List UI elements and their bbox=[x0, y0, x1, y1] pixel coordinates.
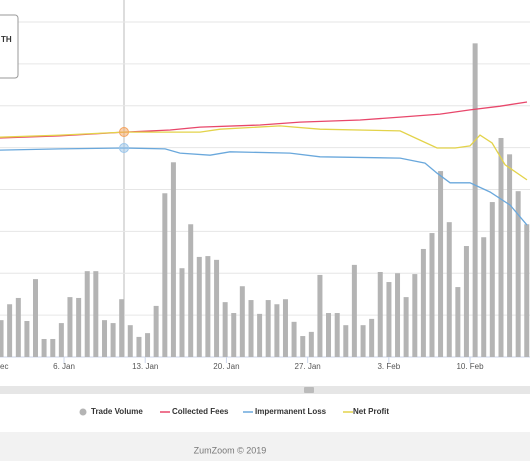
bar bbox=[395, 273, 401, 357]
legend-label[interactable]: Net Profit bbox=[353, 407, 389, 416]
line bbox=[0, 101, 528, 139]
bar bbox=[0, 320, 4, 357]
bar bbox=[179, 268, 185, 357]
bar bbox=[420, 248, 426, 357]
bar bbox=[326, 313, 332, 357]
bar bbox=[524, 224, 530, 357]
line bbox=[0, 125, 528, 181]
x-tick-label: 13. Jan bbox=[132, 362, 158, 371]
bar bbox=[205, 256, 211, 357]
bar bbox=[300, 336, 306, 357]
bar bbox=[481, 237, 487, 357]
scroll-handle[interactable] bbox=[304, 387, 314, 393]
bar bbox=[472, 43, 478, 357]
hover-marker bbox=[119, 143, 129, 153]
bar bbox=[308, 331, 314, 357]
tooltip-text: TH bbox=[1, 35, 12, 44]
x-tick-label: 20. Jan bbox=[213, 362, 239, 371]
bar bbox=[343, 325, 349, 357]
bar bbox=[231, 313, 237, 357]
bar bbox=[257, 313, 263, 357]
hover-marker bbox=[119, 127, 129, 137]
bar bbox=[265, 300, 271, 357]
bar bbox=[214, 259, 220, 357]
bar bbox=[515, 191, 521, 357]
bar bbox=[119, 299, 125, 357]
bar bbox=[24, 320, 30, 357]
bar bbox=[239, 286, 245, 357]
bar bbox=[351, 264, 357, 357]
bar bbox=[446, 222, 452, 357]
bar bbox=[58, 323, 64, 357]
x-tick-label: 6. Jan bbox=[53, 362, 75, 371]
bar bbox=[386, 282, 392, 357]
bar bbox=[507, 154, 513, 357]
bar bbox=[32, 279, 38, 357]
footer-bg bbox=[0, 432, 530, 461]
bar bbox=[412, 274, 418, 357]
bar bbox=[438, 171, 444, 357]
scrollbar[interactable] bbox=[0, 386, 530, 394]
bar bbox=[291, 321, 297, 357]
bar bbox=[455, 287, 461, 357]
bar bbox=[145, 333, 151, 357]
bar bbox=[369, 318, 375, 357]
bar bbox=[127, 325, 133, 357]
bar bbox=[76, 297, 82, 357]
bar bbox=[196, 256, 202, 357]
bar bbox=[41, 338, 47, 357]
bar bbox=[110, 323, 116, 357]
bar bbox=[136, 336, 142, 357]
legend-label[interactable]: Impermanent Loss bbox=[255, 407, 327, 416]
bar bbox=[403, 297, 409, 357]
bar bbox=[153, 305, 159, 357]
bar bbox=[170, 162, 176, 357]
legend-label[interactable]: Collected Fees bbox=[172, 407, 229, 416]
x-tick-label: 27. Jan bbox=[295, 362, 321, 371]
x-tick-label: 10. Feb bbox=[456, 362, 484, 371]
bar bbox=[334, 313, 340, 357]
bar bbox=[7, 304, 13, 357]
legend-marker bbox=[79, 408, 87, 416]
bar bbox=[282, 299, 288, 357]
bar bbox=[162, 193, 168, 357]
bar bbox=[84, 271, 90, 357]
bar bbox=[317, 274, 323, 357]
bar bbox=[102, 320, 108, 357]
x-tick-label: ec bbox=[0, 362, 8, 371]
bar bbox=[463, 246, 469, 357]
bar bbox=[248, 300, 254, 357]
legend-label[interactable]: Trade Volume bbox=[91, 407, 143, 416]
bar bbox=[15, 297, 21, 357]
footer: ZumZoom © 2019 bbox=[194, 445, 267, 455]
bar bbox=[498, 137, 504, 357]
plot-area: ec 6. Jan 13. Jan 20. Jan 27. Jan 3. Feb 10. F… bbox=[0, 21, 530, 371]
bar bbox=[93, 271, 99, 357]
bar bbox=[67, 297, 73, 357]
line bbox=[0, 147, 528, 226]
bar bbox=[489, 202, 495, 357]
tooltip bbox=[0, 14, 19, 79]
x-tick-label: 3. Feb bbox=[377, 362, 400, 371]
bar bbox=[377, 271, 383, 357]
bar bbox=[360, 325, 366, 357]
bar bbox=[429, 233, 435, 357]
bar bbox=[50, 338, 56, 357]
bar bbox=[188, 224, 194, 357]
bar bbox=[274, 304, 280, 357]
bar bbox=[222, 302, 228, 357]
